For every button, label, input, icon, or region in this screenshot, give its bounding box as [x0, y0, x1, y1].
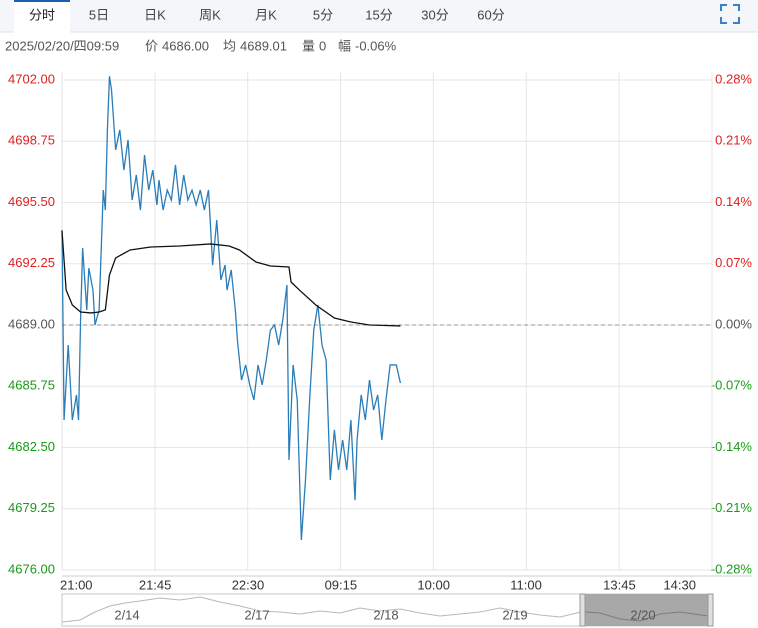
tab-bar — [0, 0, 758, 32]
info-volume-label: 量 — [302, 38, 315, 53]
y-tick-label: 4702.00 — [8, 71, 55, 86]
y2-tick-label: 0.21% — [715, 133, 752, 148]
x-tick-label: 14:30 — [663, 577, 696, 592]
navigator-label: 2/18 — [373, 607, 398, 622]
info-range-label: 幅 — [338, 38, 351, 53]
y2-tick-label: 0.00% — [715, 316, 752, 331]
x-tick-label: 09:15 — [325, 577, 358, 592]
y2-tick-label: -0.28% — [711, 561, 753, 576]
info-price: 4686.00 — [162, 38, 209, 53]
y-tick-label: 4689.00 — [8, 316, 55, 331]
tab[interactable]: 30分 — [421, 7, 448, 22]
info-avg-label: 均 — [223, 38, 236, 53]
series-line — [61, 230, 401, 327]
navigator: 2/14 2/17 2/18 2/19 2/20 — [61, 593, 714, 627]
x-tick-label: 21:00 — [60, 577, 93, 592]
y2-tick-label: -0.07% — [711, 378, 753, 393]
info-range: -0.06% — [355, 38, 397, 53]
x-tick-label: 10:00 — [417, 577, 450, 592]
y-tick-label: 4692.25 — [8, 255, 55, 270]
tab[interactable]: 60分 — [477, 7, 504, 22]
y-tick-label: 4676.00 — [8, 561, 55, 576]
info-price-label: 价 — [145, 38, 158, 53]
info-datetime: 2025/02/20/四09:59 — [5, 38, 119, 53]
active-tab-indicator — [14, 0, 70, 2]
y-tick-label: 4685.75 — [8, 378, 55, 393]
y-tick-label: 4695.50 — [8, 194, 55, 209]
y2-tick-label: -0.14% — [711, 439, 753, 454]
navigator-handle[interactable] — [579, 593, 586, 627]
info-volume: 0 — [319, 38, 326, 53]
tab[interactable]: 15分 — [365, 7, 392, 22]
tab[interactable]: 5分 — [313, 7, 333, 22]
y2-tick-label: 0.07% — [715, 255, 752, 270]
y-tick-label: 4679.25 — [8, 500, 55, 515]
y2-tick-label: -0.21% — [711, 500, 753, 515]
y-tick-label: 4698.75 — [8, 133, 55, 148]
series-line — [61, 76, 402, 541]
x-tick-label: 13:45 — [603, 577, 636, 592]
active-tab-bg — [14, 0, 70, 33]
y2-tick-label: 0.28% — [715, 71, 752, 86]
info-avg: 4689.01 — [240, 38, 287, 53]
tab[interactable]: 5日 — [89, 7, 109, 22]
navigator-label: 2/20 — [630, 607, 655, 622]
navigator-selected-line — [584, 611, 709, 622]
navigator-label: 2/14 — [114, 607, 139, 622]
x-tick-label: 22:30 — [232, 577, 265, 592]
tab[interactable]: 周K — [199, 7, 221, 22]
navigator-selection[interactable] — [585, 594, 708, 626]
fullscreen-icon[interactable] — [720, 4, 740, 24]
y-tick-label: 4682.50 — [8, 439, 55, 454]
fullscreen-glyph[interactable] — [720, 4, 740, 24]
tab[interactable]: 日K — [144, 7, 166, 22]
x-tick-label: 11:00 — [510, 577, 542, 592]
navigator-handle[interactable] — [707, 593, 714, 627]
tab[interactable]: 分时 — [29, 7, 55, 22]
navigator-label: 2/17 — [244, 607, 269, 622]
x-tick-label: 21:45 — [139, 577, 172, 592]
y2-tick-label: 0.14% — [715, 194, 752, 209]
navigator-label: 2/19 — [502, 607, 527, 622]
tab[interactable]: 月K — [255, 7, 277, 22]
